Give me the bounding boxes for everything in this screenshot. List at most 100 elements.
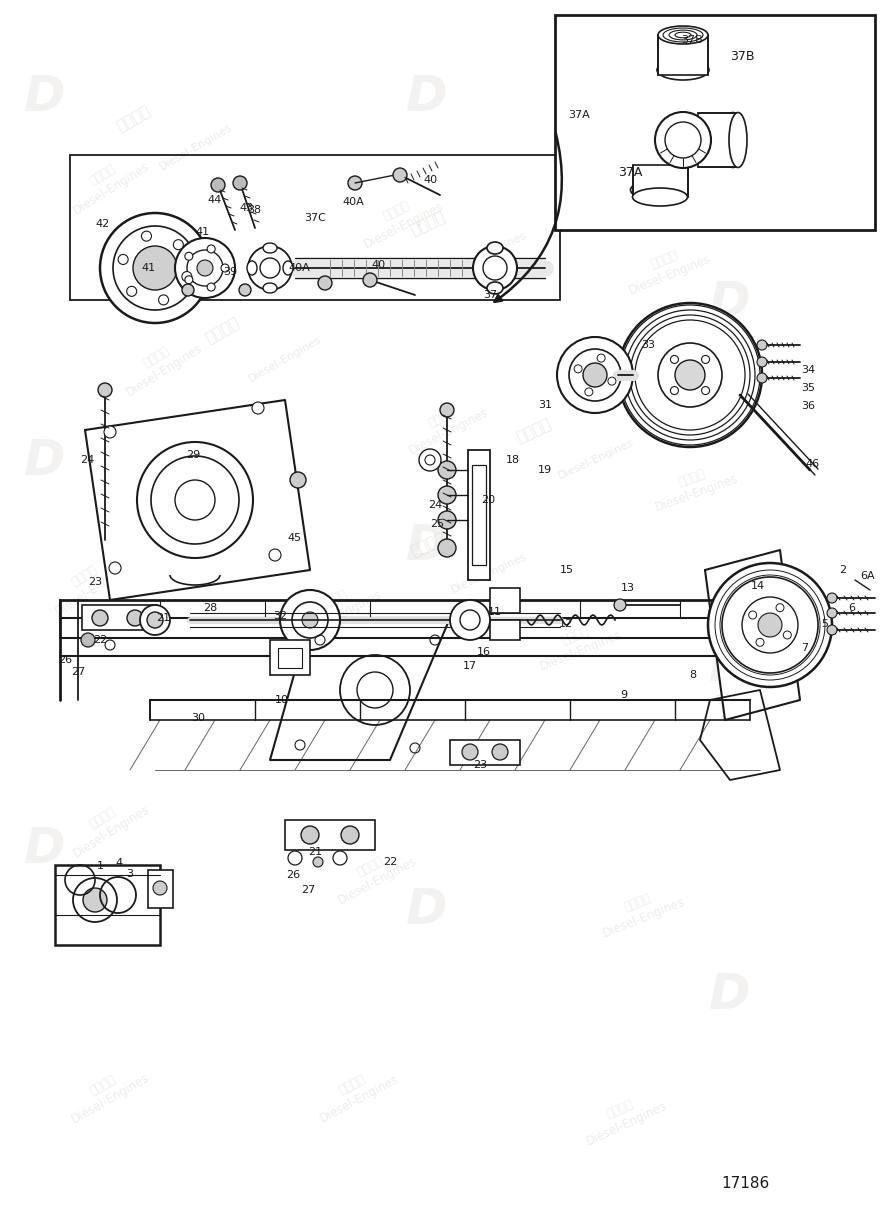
Text: 17: 17	[463, 661, 477, 671]
Text: Diesel-Engines: Diesel-Engines	[158, 467, 234, 518]
Ellipse shape	[487, 243, 503, 254]
Text: 31: 31	[538, 400, 552, 410]
Text: 19: 19	[538, 465, 552, 475]
Text: 42: 42	[96, 220, 110, 229]
Text: 紫发动力
Diesel-Engines: 紫发动力 Diesel-Engines	[62, 147, 151, 217]
Circle shape	[207, 283, 215, 291]
Circle shape	[313, 858, 323, 867]
Text: 38: 38	[247, 205, 261, 215]
Circle shape	[221, 264, 229, 272]
Text: D: D	[24, 825, 65, 873]
Text: 40A: 40A	[342, 197, 364, 207]
Circle shape	[363, 273, 377, 287]
Circle shape	[239, 284, 251, 296]
Text: 26: 26	[286, 870, 300, 879]
Circle shape	[557, 337, 633, 412]
Text: 34: 34	[801, 365, 815, 375]
Text: D: D	[24, 437, 65, 485]
Circle shape	[83, 888, 107, 912]
Circle shape	[182, 272, 192, 281]
Text: 2: 2	[839, 565, 846, 575]
Circle shape	[153, 881, 167, 895]
Ellipse shape	[630, 180, 685, 200]
Text: 紫发动力
Diesel-Engines: 紫发动力 Diesel-Engines	[400, 392, 490, 457]
Ellipse shape	[247, 261, 257, 275]
Bar	[270, 640, 310, 674]
Text: 18: 18	[506, 455, 520, 465]
Text: 紫发动力: 紫发动力	[203, 315, 242, 346]
Text: 8: 8	[690, 670, 697, 680]
Text: 紫发动力
Diesel-Engines: 紫发动力 Diesel-Engines	[578, 1084, 668, 1147]
Text: 26: 26	[58, 655, 72, 665]
Circle shape	[185, 275, 193, 284]
Text: 1: 1	[96, 861, 103, 871]
Text: 32: 32	[273, 611, 287, 621]
Bar	[633, 165, 688, 197]
Text: 紫发动力: 紫发动力	[648, 106, 687, 131]
Ellipse shape	[283, 261, 293, 275]
Bar	[278, 648, 302, 668]
Text: 6A: 6A	[861, 571, 875, 581]
Circle shape	[269, 549, 281, 560]
Text: 20: 20	[481, 495, 495, 505]
Text: D: D	[709, 643, 750, 691]
Text: 37C: 37C	[304, 213, 326, 223]
Circle shape	[348, 176, 362, 190]
Circle shape	[675, 360, 705, 391]
Bar	[555, 15, 875, 230]
Text: 28: 28	[203, 603, 217, 613]
Text: 37B: 37B	[681, 35, 703, 45]
Circle shape	[758, 613, 782, 637]
Bar	[70, 155, 560, 300]
Bar	[450, 740, 520, 765]
Ellipse shape	[723, 113, 743, 167]
Text: Diesel-Engines: Diesel-Engines	[450, 229, 529, 274]
Bar	[490, 588, 520, 613]
Circle shape	[757, 340, 767, 351]
Circle shape	[708, 563, 832, 687]
Text: Diesel-Engines: Diesel-Engines	[247, 334, 323, 385]
Bar	[82, 605, 157, 630]
Text: 紫发动力
Diesel-Engines: 紫发动力 Diesel-Engines	[61, 1058, 152, 1126]
Circle shape	[438, 486, 456, 503]
Circle shape	[207, 245, 215, 254]
Text: 紫发动力: 紫发动力	[114, 449, 153, 479]
Circle shape	[438, 539, 456, 557]
Text: 15: 15	[560, 565, 574, 575]
Circle shape	[583, 363, 607, 387]
Bar	[490, 620, 520, 640]
Bar	[468, 450, 490, 580]
Text: 22: 22	[383, 858, 397, 867]
Circle shape	[280, 590, 340, 650]
Circle shape	[783, 631, 791, 639]
Circle shape	[748, 611, 756, 619]
Text: 24: 24	[80, 455, 94, 465]
Circle shape	[100, 213, 210, 323]
Circle shape	[302, 613, 318, 628]
Circle shape	[440, 403, 454, 417]
Text: 紫发动力
Diesel-Engines: 紫发动力 Diesel-Engines	[116, 329, 205, 399]
Text: 紫发动力
Diesel-Engines: 紫发动力 Diesel-Engines	[293, 574, 384, 639]
Text: 9: 9	[620, 690, 627, 700]
Circle shape	[158, 295, 168, 304]
Circle shape	[757, 374, 767, 383]
Text: 11: 11	[488, 606, 502, 617]
Text: 紫发动力
Diesel-Engines: 紫发动力 Diesel-Engines	[532, 613, 625, 673]
Text: 紫发动力
Diesel-Engines: 紫发动力 Diesel-Engines	[710, 651, 803, 707]
Text: 14: 14	[751, 581, 765, 591]
FancyArrowPatch shape	[495, 132, 562, 302]
Text: 43: 43	[240, 203, 254, 213]
Circle shape	[233, 176, 247, 190]
Text: 紫发动力: 紫发动力	[648, 306, 687, 331]
Circle shape	[81, 633, 95, 647]
Text: 紫发动力: 紫发动力	[408, 209, 447, 238]
Text: 紫发动力
Diesel-Engines: 紫发动力 Diesel-Engines	[355, 186, 446, 251]
Circle shape	[104, 426, 116, 438]
Circle shape	[98, 383, 112, 397]
Text: 41: 41	[195, 227, 209, 237]
Text: 35: 35	[801, 383, 815, 393]
Bar	[55, 865, 160, 945]
Circle shape	[756, 638, 764, 647]
Circle shape	[118, 255, 128, 264]
Text: 41: 41	[141, 263, 155, 273]
